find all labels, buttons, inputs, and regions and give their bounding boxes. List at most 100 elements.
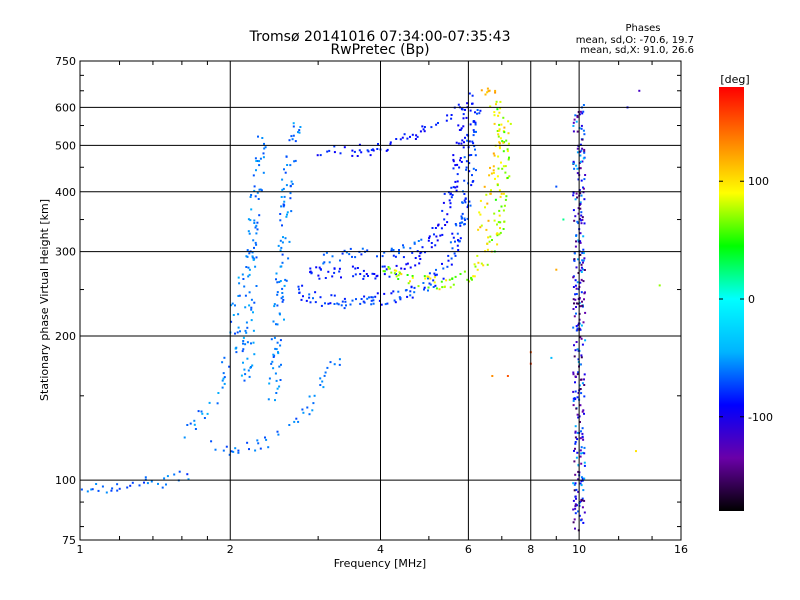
scatter-point: [470, 154, 473, 156]
scatter-point: [464, 108, 466, 111]
scatter-point: [423, 286, 426, 289]
scatter-point: [578, 162, 581, 164]
scatter-point: [499, 137, 502, 140]
scatter-point: [462, 146, 465, 149]
scatter-point: [426, 275, 429, 278]
scatter-point: [405, 263, 408, 266]
scatter-point: [493, 122, 496, 125]
scatter-point: [576, 114, 579, 117]
scatter-point: [580, 127, 583, 130]
scatter-point: [460, 160, 463, 163]
scatter-point: [441, 209, 444, 212]
scatter-point: [288, 424, 291, 426]
scatter-point: [452, 167, 455, 170]
scatter-point: [574, 284, 577, 287]
scatter-point: [257, 442, 260, 445]
scatter-point: [247, 218, 250, 221]
scatter-point: [281, 188, 284, 191]
scatter-point: [493, 212, 496, 215]
scatter-point: [284, 237, 287, 240]
scatter-point: [414, 138, 417, 140]
scatter-point: [502, 150, 505, 153]
scatter-point: [572, 276, 575, 279]
scatter-point: [250, 308, 253, 311]
scatter-point: [460, 215, 463, 218]
scatter-point: [459, 237, 462, 240]
scatter-point: [581, 499, 584, 502]
scatter-point: [278, 385, 281, 388]
scatter-point: [583, 384, 586, 386]
scatter-point: [457, 249, 460, 251]
scatter-point: [274, 347, 277, 350]
scatter-point: [508, 175, 511, 178]
scatter-point: [577, 178, 580, 181]
scatter-point: [577, 478, 580, 481]
scatter-point: [573, 489, 576, 492]
scatter-point: [496, 108, 499, 111]
scatter-point: [276, 304, 279, 307]
scatter-point: [579, 421, 581, 423]
scatter-point: [413, 286, 416, 289]
scatter-point: [472, 167, 475, 170]
scatter-point: [479, 199, 482, 202]
scatter-point: [322, 262, 325, 265]
scatter-point: [369, 154, 372, 157]
scatter-point: [406, 137, 409, 140]
scatter-point: [238, 294, 241, 297]
scatter-point: [281, 178, 284, 181]
scatter-point: [582, 259, 585, 262]
scatter-point: [394, 301, 397, 304]
scatter-point: [480, 262, 483, 265]
scatter-point: [330, 294, 333, 297]
scatter-point: [572, 194, 575, 197]
scatter-point: [456, 244, 459, 247]
colorbar-tick-label: 100: [748, 175, 769, 188]
scatter-point: [281, 292, 284, 294]
scatter-point: [580, 149, 583, 152]
scatter-point: [228, 365, 231, 368]
scatter-point: [576, 151, 579, 154]
scatter-point: [390, 249, 393, 252]
scatter-point: [246, 326, 249, 329]
scatter-point: [368, 296, 370, 299]
scatter-point: [580, 500, 583, 502]
scatter-point: [393, 272, 396, 275]
scatter-point: [253, 222, 256, 224]
scatter-point: [253, 219, 256, 222]
scatter-point: [579, 143, 582, 146]
scatter-point: [453, 252, 456, 255]
scatter-point: [352, 275, 355, 278]
scatter-point: [494, 198, 497, 201]
grid-lines: [80, 61, 681, 540]
scatter-point: [248, 375, 251, 378]
scatter-point: [581, 410, 584, 413]
scatter-point: [340, 276, 342, 279]
scatter-point: [498, 209, 501, 212]
scatter-point: [443, 218, 446, 221]
scatter-point: [582, 268, 584, 271]
scatter-point: [261, 137, 264, 139]
scatter-point: [468, 154, 471, 157]
scatter-point: [355, 298, 357, 301]
scatter-point: [431, 227, 434, 229]
scatter-point: [333, 271, 336, 274]
scatter-point: [485, 193, 488, 196]
scatter-point: [208, 401, 211, 404]
scatter-point: [463, 193, 466, 195]
scatter-point: [305, 299, 308, 302]
scatter-point: [583, 178, 586, 181]
scatter-point: [283, 195, 286, 198]
scatter-point: [577, 416, 580, 419]
scatter-point: [297, 131, 299, 134]
scatter-point: [249, 196, 252, 198]
scatter-point: [308, 296, 311, 299]
scatter-point: [579, 110, 582, 113]
scatter-point: [577, 272, 580, 274]
scatter-point: [428, 237, 431, 239]
scatter-point: [246, 249, 249, 252]
scatter-point: [390, 292, 393, 295]
scatter-point: [574, 279, 577, 282]
scatter-point: [579, 437, 582, 440]
scatter-point: [435, 123, 438, 126]
scatter-point: [462, 117, 465, 120]
